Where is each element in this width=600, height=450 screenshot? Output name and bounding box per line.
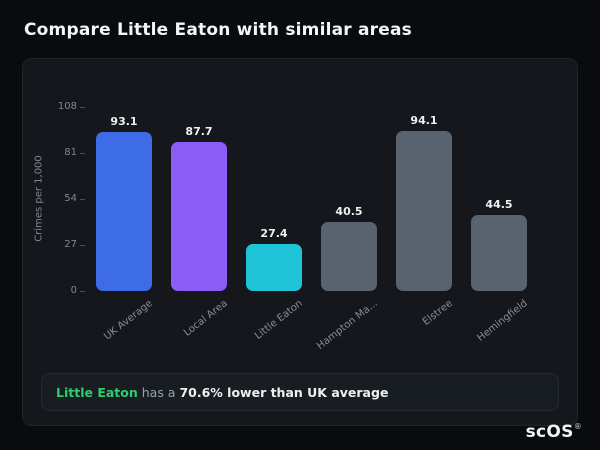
logo: scOS®: [526, 422, 582, 442]
bar-elstree[interactable]: [396, 130, 452, 291]
bar-value-label: 44.5: [485, 198, 513, 212]
bar-value-label: 94.1: [410, 113, 438, 127]
y-tick-label: 81: [64, 147, 77, 158]
callout-bold: 70.6% lower than UK average: [179, 384, 389, 400]
x-axis-label: Hemingfield: [475, 298, 530, 344]
bar-value-label: 40.5: [335, 205, 363, 218]
x-axis-label: Elstree: [420, 298, 455, 328]
bar-value-label: 93.1: [110, 115, 138, 129]
y-tick-mark: [80, 153, 85, 154]
plot-area: Crimes per 1,000 93.1 UK Average 87.7 Local…: [34, 101, 547, 352]
x-axis-label: Hampton Ma...: [315, 298, 380, 352]
bar-hampton-ma[interactable]: [321, 222, 377, 291]
logo-text: scOS: [525, 422, 574, 442]
y-tick-label: 27: [64, 239, 77, 250]
x-axis-label: Local Area: [181, 298, 230, 339]
chart-card: Crimes per 1,000 93.1 UK Average 87.7 Local…: [22, 58, 578, 426]
bar-little-eaton[interactable]: [246, 244, 302, 291]
y-tick-mark: [80, 245, 85, 246]
bar-uk-average[interactable]: [96, 132, 152, 291]
callout-highlight: Little Eaton: [56, 384, 138, 400]
y-tick-label: 0: [70, 285, 77, 296]
y-tick-mark: [80, 199, 85, 200]
callout: Little Eaton has a 70.6% lower than UK a…: [41, 373, 559, 411]
y-tick-label: 108: [57, 101, 77, 112]
y-tick-mark: [80, 291, 85, 292]
page-title: Compare Little Eaton with similar areas: [24, 20, 412, 40]
bar-hemingfield[interactable]: [471, 215, 527, 291]
x-axis-label: Little Eaton: [252, 298, 305, 342]
bar-value-label: 87.7: [185, 124, 213, 138]
bar-value-label: 27.4: [260, 227, 288, 241]
logo-reg: ®: [573, 422, 582, 431]
bar-local-area[interactable]: [171, 141, 227, 291]
y-tick-label: 54: [64, 193, 77, 204]
x-axis-label: UK Average: [102, 298, 155, 343]
callout-text: has a: [137, 384, 180, 400]
y-tick-mark: [80, 107, 85, 108]
